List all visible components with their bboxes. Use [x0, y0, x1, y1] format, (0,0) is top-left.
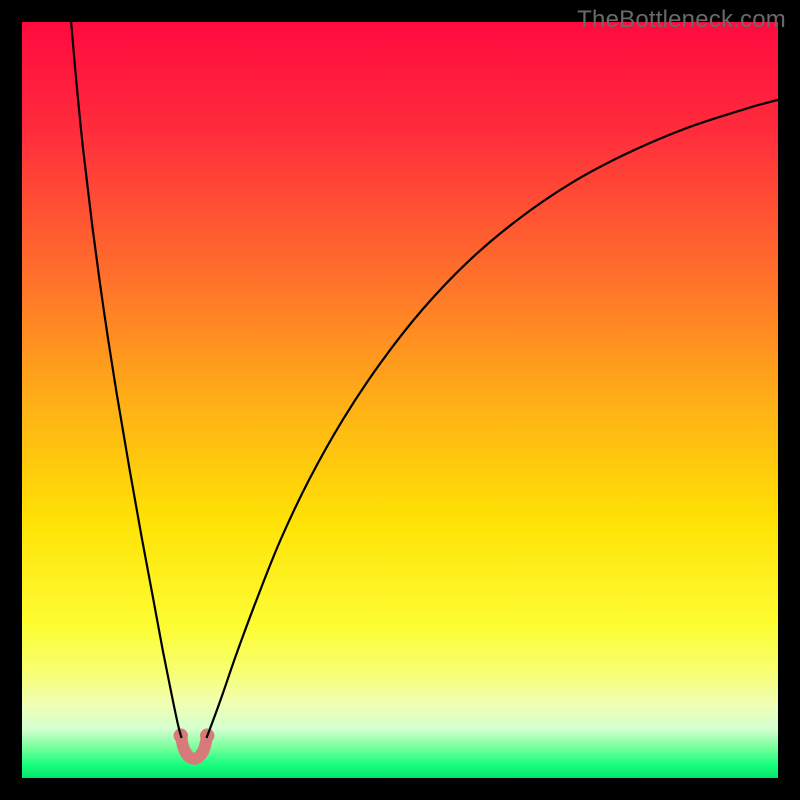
chart-svg [22, 22, 778, 778]
plot-area [22, 22, 778, 778]
watermark-text: TheBottleneck.com [577, 6, 786, 34]
gradient-background [22, 22, 778, 778]
chart-frame: TheBottleneck.com [0, 0, 800, 800]
